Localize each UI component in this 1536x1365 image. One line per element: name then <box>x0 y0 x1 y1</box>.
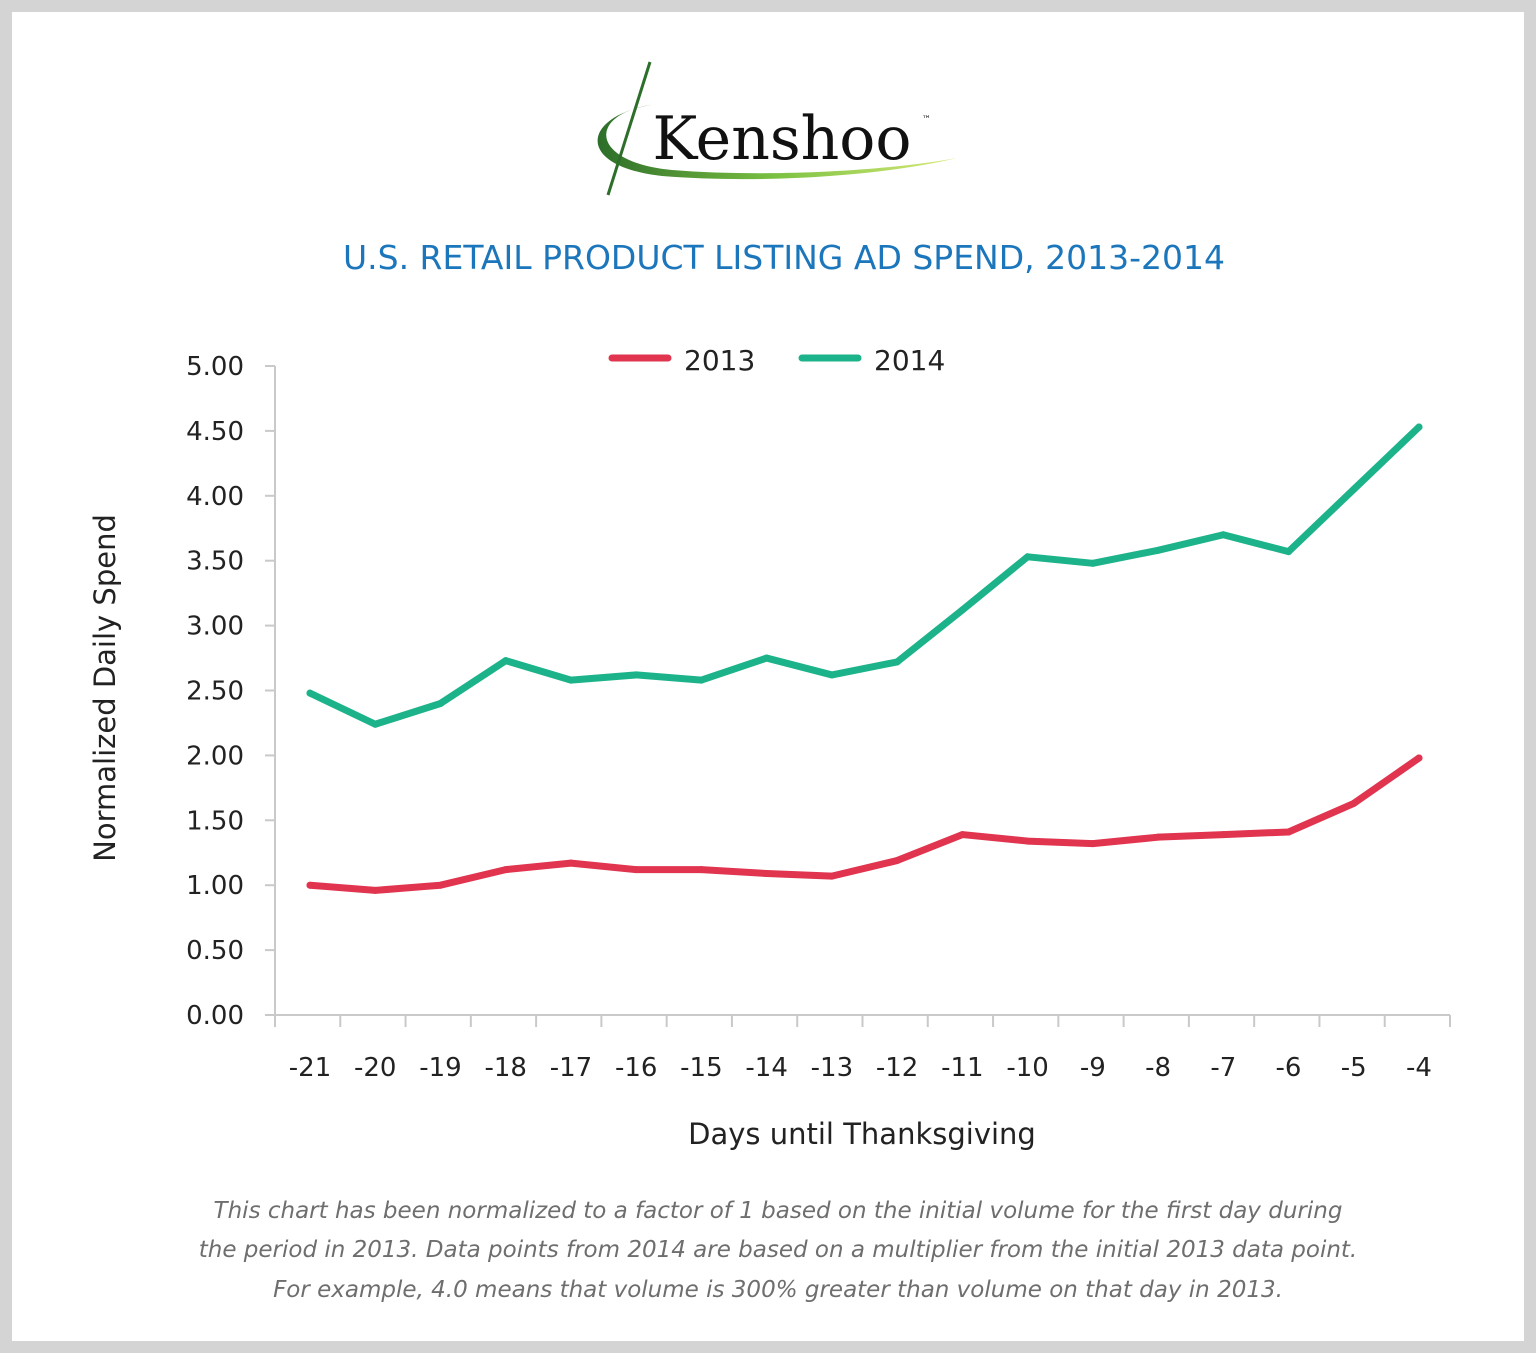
x-tick-label: -12 <box>876 1053 918 1083</box>
data-point-2013 <box>632 866 640 874</box>
y-axis-label: Normalized Daily Spend <box>88 514 122 862</box>
y-tick-label: 5.00 <box>186 352 244 382</box>
logo-stroke <box>606 61 652 196</box>
data-point-2014 <box>1024 553 1032 561</box>
y-tick-label: 1.50 <box>186 806 244 836</box>
x-tick-label: -19 <box>419 1053 461 1083</box>
y-tick-label: 0.50 <box>186 936 244 966</box>
x-tick-label: -7 <box>1210 1053 1236 1083</box>
data-point-2014 <box>1285 548 1293 556</box>
data-point-2013 <box>828 872 836 880</box>
x-tick-label: -10 <box>1006 1053 1048 1083</box>
data-point-2014 <box>893 658 901 666</box>
data-point-2014 <box>632 671 640 679</box>
y-tick-label: 1.00 <box>186 871 244 901</box>
data-point-2014 <box>1154 546 1162 554</box>
footnote-line-1: This chart has been normalized to a fact… <box>214 1198 1343 1224</box>
data-point-2014 <box>371 720 379 728</box>
y-tick-label: 2.00 <box>186 741 244 771</box>
x-tick-label: -13 <box>811 1053 853 1083</box>
data-point-2014 <box>697 676 705 684</box>
data-point-2014 <box>306 689 314 697</box>
footnote: This chart has been normalized to a fact… <box>199 1198 1358 1303</box>
data-point-2013 <box>958 831 966 839</box>
y-tick-label: 2.50 <box>186 677 244 707</box>
chart-title: U.S. RETAIL PRODUCT LISTING AD SPEND, 20… <box>343 238 1225 277</box>
data-point-2013 <box>697 866 705 874</box>
x-axis-label: Days until Thanksgiving <box>688 1117 1036 1151</box>
data-point-2013 <box>1415 754 1423 762</box>
data-point-2014 <box>958 606 966 614</box>
x-tick-label: -6 <box>1276 1053 1302 1083</box>
data-point-2013 <box>371 886 379 894</box>
x-tick-label: -5 <box>1341 1053 1367 1083</box>
data-point-2013 <box>1024 837 1032 845</box>
y-tick-label: 0.00 <box>186 1001 244 1031</box>
x-tick-label: -9 <box>1080 1053 1106 1083</box>
series-line-2014 <box>306 423 1423 728</box>
data-point-2013 <box>1350 799 1358 807</box>
x-tick-label: -14 <box>745 1053 787 1083</box>
legend: 2013 2014 <box>608 344 945 377</box>
legend-label-2013: 2013 <box>684 344 755 377</box>
data-point-2014 <box>436 699 444 707</box>
data-point-2013 <box>502 866 510 874</box>
data-point-2013 <box>1285 828 1293 836</box>
legend-label-2014: 2014 <box>874 344 945 377</box>
data-point-2014 <box>502 657 510 665</box>
data-point-2013 <box>306 881 314 889</box>
x-tick-label: -18 <box>484 1053 526 1083</box>
y-tick-label: 3.50 <box>186 547 244 577</box>
y-tick-label: 4.50 <box>186 417 244 447</box>
kenshoo-logo: Kenshoo ™ <box>597 61 957 196</box>
data-point-2013 <box>1154 833 1162 841</box>
x-tick-label: -8 <box>1145 1053 1171 1083</box>
series-2014 <box>306 423 1423 728</box>
data-point-2013 <box>893 857 901 865</box>
data-point-2014 <box>567 676 575 684</box>
data-point-2014 <box>1219 531 1227 539</box>
data-point-2014 <box>1089 559 1097 567</box>
logo-trademark: ™ <box>922 115 931 125</box>
footnote-line-3: For example, 4.0 means that volume is 30… <box>273 1277 1283 1303</box>
x-tick-label: -20 <box>354 1053 396 1083</box>
x-tick-label: -15 <box>680 1053 722 1083</box>
logo-text: Kenshoo <box>652 104 911 174</box>
footnote-line-2: the period in 2013. Data points from 201… <box>199 1237 1358 1263</box>
data-point-2013 <box>1219 831 1227 839</box>
data-point-2013 <box>763 870 771 878</box>
x-tick-label: -21 <box>289 1053 331 1083</box>
data-point-2014 <box>1415 423 1423 431</box>
data-point-2014 <box>828 671 836 679</box>
data-point-2014 <box>763 654 771 662</box>
x-tick-label: -4 <box>1406 1053 1432 1083</box>
x-tick-label: -11 <box>941 1053 983 1083</box>
x-axis-ticks: -21 -20 -19 -18 -17 -16 -15 -14 -13 -12 -11 -10 -9 -8… <box>274 1015 1451 1083</box>
data-point-2014 <box>1350 485 1358 493</box>
y-tick-label: 4.00 <box>186 482 244 512</box>
series-layer <box>306 423 1423 894</box>
series-line-2013 <box>306 754 1423 894</box>
x-tick-label: -16 <box>615 1053 657 1083</box>
x-tick-label: -17 <box>550 1053 592 1083</box>
data-point-2013 <box>436 881 444 889</box>
chart-canvas: Kenshoo ™ U.S. RETAIL PRODUCT LISTING AD… <box>88 61 1451 1303</box>
y-axis-ticks: 0.00 0.50 1.00 1.50 2.00 2.50 3.00 3.50 4.00 4.50… <box>186 352 275 1031</box>
data-point-2013 <box>1089 840 1097 848</box>
data-point-2013 <box>567 859 575 867</box>
series-2013 <box>306 754 1423 894</box>
y-tick-label: 3.00 <box>186 612 244 642</box>
